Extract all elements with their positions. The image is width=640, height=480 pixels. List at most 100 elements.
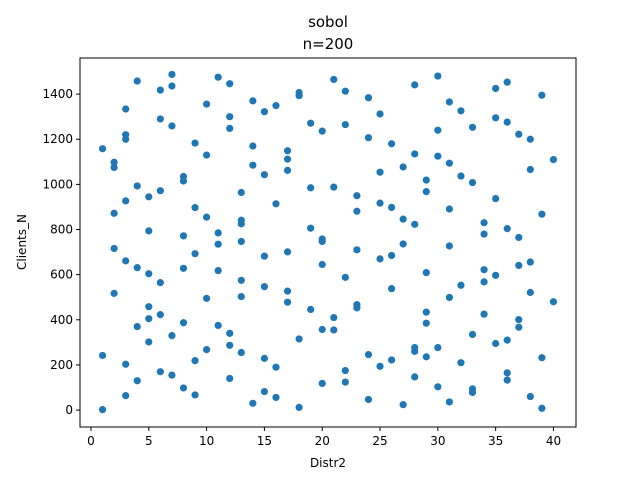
y-tick-label: 200 <box>50 358 73 372</box>
data-point <box>445 242 453 250</box>
data-point <box>515 261 523 270</box>
data-point <box>457 172 465 180</box>
data-point <box>457 107 465 115</box>
data-point <box>434 152 442 160</box>
data-point <box>122 105 130 113</box>
data-point <box>98 145 107 153</box>
data-point <box>179 232 188 240</box>
data-point <box>480 310 488 318</box>
data-point <box>492 114 500 122</box>
data-point <box>526 135 534 143</box>
data-point <box>503 78 511 86</box>
data-point <box>122 197 130 205</box>
data-point <box>468 388 477 397</box>
data-point <box>260 354 269 362</box>
data-point <box>133 77 141 85</box>
data-point <box>272 393 280 402</box>
data-point <box>237 188 245 197</box>
data-point <box>307 184 315 192</box>
data-point <box>203 100 211 108</box>
data-point <box>422 319 430 327</box>
data-point <box>191 357 199 365</box>
data-point <box>214 240 222 248</box>
data-point <box>364 395 373 404</box>
y-axis-ticks: 0 200 400 600 800 1000 1200 1400 <box>42 87 80 417</box>
data-point <box>364 350 373 359</box>
x-tick-label: 20 <box>315 434 330 448</box>
data-point <box>549 298 558 306</box>
y-tick-label: 600 <box>50 268 73 282</box>
data-point <box>260 387 269 396</box>
data-point <box>133 264 141 272</box>
data-point <box>480 219 488 227</box>
data-point <box>503 336 511 344</box>
y-tick-label: 800 <box>50 223 73 237</box>
data-point <box>387 203 396 212</box>
x-axis-ticks: 0 5 10 15 20 25 30 35 40 <box>87 427 561 448</box>
data-point <box>226 374 234 383</box>
data-point <box>526 288 534 297</box>
data-point <box>203 213 211 221</box>
plot-frame <box>79 57 577 428</box>
data-point <box>422 353 430 361</box>
x-tick-label: 30 <box>430 434 445 448</box>
data-point <box>249 399 257 407</box>
data-point <box>387 251 396 260</box>
data-point <box>538 354 546 362</box>
data-point <box>226 80 234 88</box>
data-point <box>492 84 500 93</box>
data-point <box>226 113 234 121</box>
x-tick-label: 5 <box>145 434 153 448</box>
data-point <box>168 82 176 90</box>
data-point <box>411 347 419 355</box>
data-point <box>492 195 500 203</box>
x-tick-label: 10 <box>199 434 214 448</box>
data-point <box>214 321 222 330</box>
data-point <box>307 119 315 127</box>
y-tick-label: 1000 <box>42 177 73 191</box>
data-point <box>434 383 442 391</box>
data-point <box>214 73 222 81</box>
data-point <box>411 220 419 228</box>
data-point <box>283 166 292 174</box>
data-point <box>330 326 338 334</box>
data-point <box>353 192 361 200</box>
data-point <box>376 362 384 370</box>
data-point <box>191 250 199 258</box>
data-point <box>122 392 130 400</box>
data-point <box>399 215 407 223</box>
data-point <box>515 323 523 331</box>
data-point <box>237 237 245 246</box>
data-point <box>445 293 453 302</box>
data-point <box>480 230 488 238</box>
x-tick-label: 25 <box>372 434 387 448</box>
data-point <box>203 345 211 354</box>
data-point <box>237 276 245 284</box>
data-point <box>260 252 269 260</box>
data-point <box>387 285 396 293</box>
data-point <box>145 193 153 201</box>
x-tick-label: 35 <box>488 434 503 448</box>
data-point <box>526 258 534 266</box>
data-point <box>272 363 280 371</box>
data-point <box>387 356 396 364</box>
data-point <box>515 233 523 242</box>
data-point <box>411 81 419 89</box>
data-point <box>260 171 269 179</box>
data-point <box>226 341 234 349</box>
data-point <box>237 348 245 357</box>
data-point <box>353 304 361 312</box>
x-axis-label: Distr2 <box>310 456 346 470</box>
data-point <box>538 404 546 412</box>
data-point <box>376 199 384 207</box>
data-point <box>249 97 257 105</box>
data-point <box>156 187 164 195</box>
data-point <box>168 70 176 79</box>
y-tick-label: 0 <box>65 403 73 417</box>
data-point <box>98 351 107 360</box>
data-point <box>445 205 453 213</box>
data-point <box>168 371 176 379</box>
data-point <box>364 134 373 142</box>
data-point <box>376 110 384 118</box>
data-point <box>515 130 523 138</box>
